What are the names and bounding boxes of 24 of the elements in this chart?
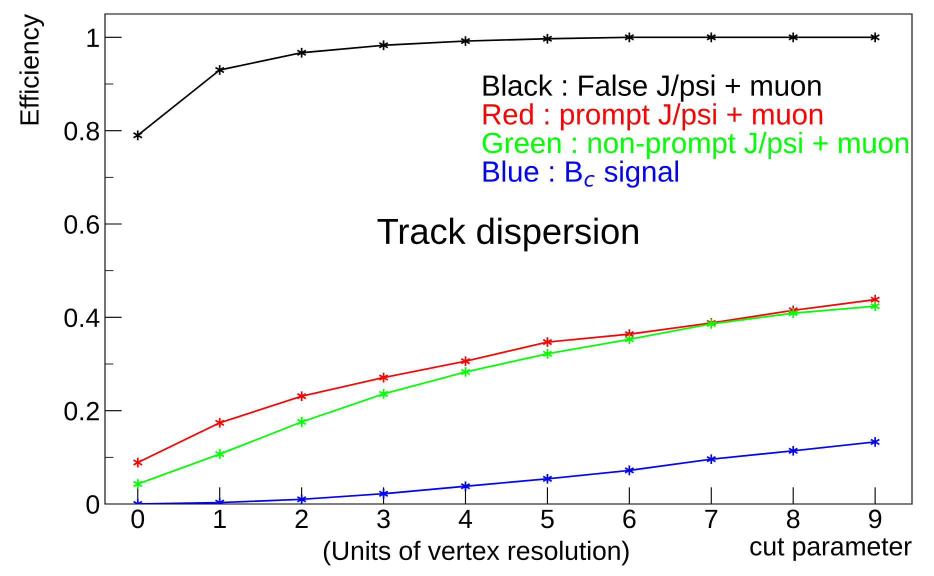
x-tick-label: 0 xyxy=(131,510,144,528)
y-tick-label: 0.8 xyxy=(64,122,99,140)
y-tick-label: 0 xyxy=(86,495,100,514)
text: Blue : B$_{c}$ signal xyxy=(484,160,678,188)
text: Green : non-prompt J/psi + muon xyxy=(482,132,908,160)
x-tick-label: 4 xyxy=(458,510,472,528)
x-tick-label: 7 xyxy=(705,510,718,528)
y-tick-label: 0.6 xyxy=(64,215,99,234)
y-tick-label: 0.2 xyxy=(64,402,99,420)
text: Track dispersion xyxy=(378,218,638,252)
text: Red : prompt J/psi + muon xyxy=(484,103,822,130)
x-tick-label: 3 xyxy=(377,510,390,528)
x-tick-label: 2 xyxy=(296,510,308,528)
x-tick-label: 8 xyxy=(787,510,800,528)
series-label: Black : False J/psi + muon xyxy=(484,74,821,102)
x-tick-label: 9 xyxy=(869,510,882,528)
x-axis-title: cut parameter xyxy=(750,538,912,561)
text: (Units of vertex resolution) xyxy=(324,540,629,566)
x-tick-label: 5 xyxy=(541,510,554,528)
y-tick-label: 0.4 xyxy=(64,308,100,328)
x-tick-label: 1 xyxy=(214,510,226,528)
y-tick-label: 1 xyxy=(87,28,99,47)
x-tick-label: 6 xyxy=(623,510,636,528)
y-axis-title: Efficiency xyxy=(19,14,44,124)
